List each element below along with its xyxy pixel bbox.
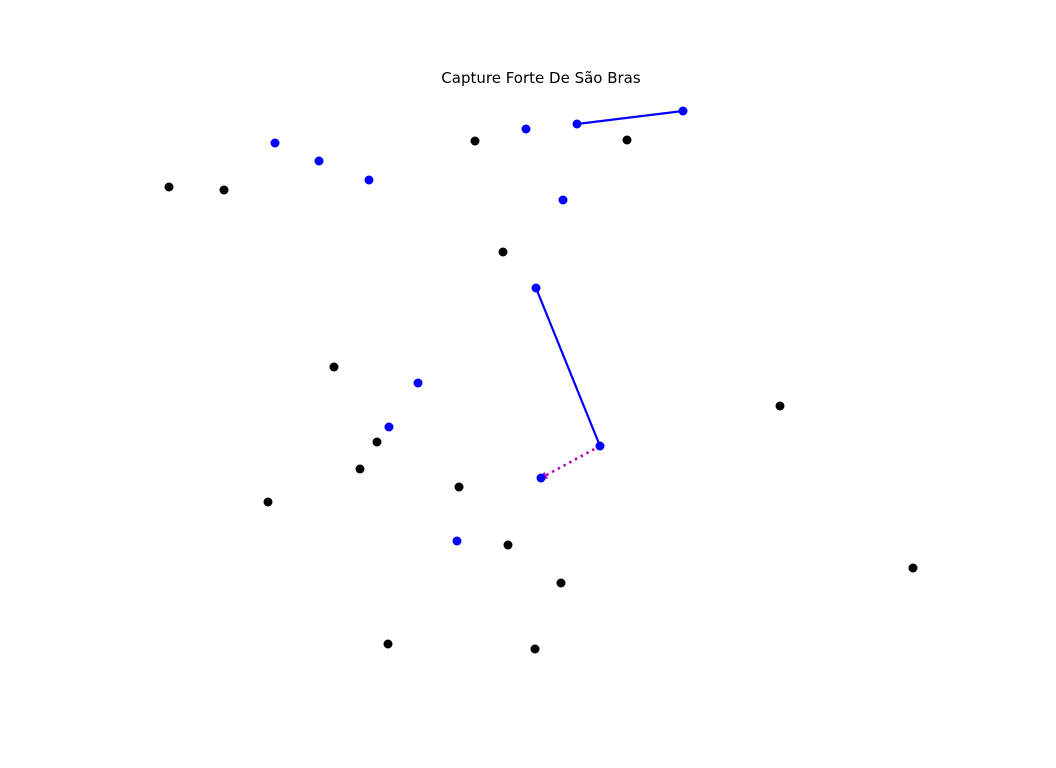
neutral-point [164,182,174,192]
player-point [531,283,541,293]
neutral-point [355,464,365,474]
move-line [534,287,602,447]
player-point [413,378,423,388]
neutral-point [470,136,480,146]
points-layer [164,106,918,654]
player-point [452,536,462,546]
player-point [678,106,688,116]
neutral-point [383,639,393,649]
neutral-point [503,540,513,550]
neutral-point [622,135,632,145]
neutral-point [530,644,540,654]
player-point [384,422,394,432]
neutral-point [454,482,464,492]
neutral-point [556,578,566,588]
move-line [576,109,684,126]
target-arrow [539,444,601,480]
player-point [521,124,531,134]
neutral-point [498,247,508,257]
player-point [314,156,324,166]
player-point [572,119,582,129]
neutral-point [775,401,785,411]
player-point [364,175,374,185]
player-point [270,138,280,148]
neutral-point [219,185,229,195]
neutral-point [908,563,918,573]
player-point [558,195,568,205]
player-point [595,441,605,451]
neutral-point [329,362,339,372]
neutral-point [263,497,273,507]
segments-layer [534,109,684,480]
neutral-point [372,437,382,447]
chart-title: Capture Forte De São Bras [441,69,641,87]
player-point [536,473,546,483]
